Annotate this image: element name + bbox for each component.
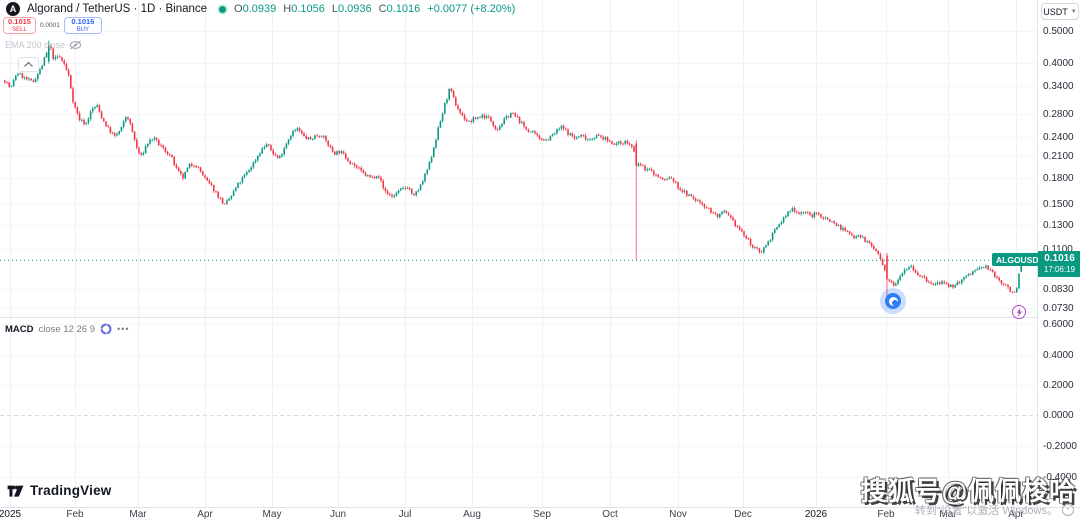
time-tick-label: Mar bbox=[129, 509, 147, 519]
blue-circle-marker-icon[interactable] bbox=[885, 293, 901, 309]
tradingview-logo-icon bbox=[7, 485, 24, 497]
time-tick-label: Feb bbox=[877, 509, 895, 519]
price-tick-label: 0.5000 bbox=[1043, 26, 1074, 37]
spread-value: 0.0001 bbox=[40, 22, 60, 29]
tradingview-logo-text: TradingView bbox=[30, 483, 112, 498]
price-tick-label: 0.0000 bbox=[1043, 410, 1074, 421]
last-price-box: 0.1016 17:06:19 bbox=[1038, 251, 1080, 277]
currency-label: USDT bbox=[1043, 6, 1068, 17]
price-tick-label: 0.2100 bbox=[1043, 151, 1074, 162]
sell-price: 0.1015 bbox=[8, 17, 31, 26]
price-tick-label: 0.0730 bbox=[1043, 303, 1074, 314]
ohlc-values: O0.0939 H0.1056 L0.0936 C0.1016 +0.0077 … bbox=[234, 3, 515, 15]
ema-label: EMA 200 close bbox=[5, 40, 66, 50]
time-tick-label: Sep bbox=[533, 509, 551, 519]
buy-button[interactable]: 0.1016 BUY bbox=[63, 17, 102, 34]
price-tick-label: 0.2800 bbox=[1043, 109, 1074, 120]
chart-pane[interactable]: A Algorand / TetherUS · 1D · Binance O0.… bbox=[0, 0, 1048, 507]
loading-spinner-icon bbox=[100, 323, 112, 335]
macd-params: close 12 26 9 bbox=[38, 323, 96, 335]
visibility-off-icon[interactable] bbox=[69, 40, 82, 50]
price-tick-label: -0.2000 bbox=[1043, 441, 1077, 452]
time-tick-label: Apr bbox=[1008, 509, 1024, 519]
time-tick-label: May bbox=[262, 509, 282, 519]
legend-collapse-button[interactable] bbox=[18, 57, 39, 72]
currency-dropdown[interactable]: USDT ▼ bbox=[1041, 3, 1079, 20]
macd-title: MACD bbox=[5, 323, 34, 335]
time-tick-label: Oct bbox=[602, 509, 618, 519]
price-tick-label: 0.1800 bbox=[1043, 173, 1074, 184]
sell-label: SELL bbox=[12, 27, 27, 33]
sohu-watermark: 搜狐号@佩佩梭哈 bbox=[860, 476, 1076, 506]
time-tick-label: Apr bbox=[197, 509, 213, 519]
time-tick-label: 2026 bbox=[804, 509, 828, 519]
ohlc-close: C0.1016 bbox=[378, 3, 421, 15]
price-tick-label: 0.0830 bbox=[1043, 284, 1074, 295]
last-price-value: 0.1016 bbox=[1044, 253, 1075, 264]
algorand-logo-icon: A bbox=[6, 2, 20, 16]
bar-countdown: 17:06:19 bbox=[1043, 265, 1076, 274]
ohlc-change: +0.0077 (+8.20%) bbox=[427, 3, 516, 15]
price-tick-label: 0.4000 bbox=[1043, 350, 1074, 361]
price-tick-label: 0.6000 bbox=[1043, 319, 1074, 330]
candlestick-chart[interactable] bbox=[0, 0, 1037, 507]
time-tick-label: Dec bbox=[734, 509, 752, 519]
price-scale[interactable]: USDT ▼ 0.1016 17:06:19 0.5000 0.4000 0.340… bbox=[1037, 0, 1080, 507]
time-tick-label: Aug bbox=[463, 509, 481, 519]
time-tick-label: Mar bbox=[939, 509, 957, 519]
trade-buttons: 0.1015 SELL 0.0001 0.1016 BUY bbox=[3, 17, 102, 34]
price-tick-label: 0.1500 bbox=[1043, 199, 1074, 210]
chevron-up-icon bbox=[24, 61, 33, 67]
windows-activation-label: 转到“设置”以激活 Windows。 bbox=[914, 505, 1058, 517]
tradingview-logo[interactable]: TradingView bbox=[7, 483, 111, 498]
buy-price: 0.1016 bbox=[71, 17, 95, 26]
buy-label: BUY bbox=[76, 27, 90, 33]
windows-activation-text: 转到“设置”以激活 Windows。 • bbox=[915, 502, 1074, 518]
ohlc-open: O0.0939 bbox=[234, 3, 277, 15]
price-tick-label: 0.4000 bbox=[1043, 58, 1074, 69]
time-tick-label: Feb bbox=[66, 509, 84, 519]
ohlc-high: H0.1056 bbox=[283, 3, 325, 15]
price-tick-label: 0.2000 bbox=[1043, 380, 1074, 391]
ohlc-low: L0.0936 bbox=[331, 3, 372, 15]
macd-indicator-legend[interactable]: MACD close 12 26 9 ••• bbox=[5, 323, 129, 335]
chevron-down-icon: ▼ bbox=[1070, 8, 1077, 15]
activation-info-icon: • bbox=[1062, 504, 1074, 516]
time-tick-label: 2025 bbox=[0, 509, 22, 519]
symbol-header: A Algorand / TetherUS · 1D · Binance O0.… bbox=[6, 2, 515, 16]
lightning-marker-icon[interactable] bbox=[1012, 305, 1026, 319]
time-scale[interactable]: 2025 Feb Mar Apr May Jun Jul Aug Sep Oct Nov Dec 202… bbox=[0, 507, 1080, 519]
time-tick-label: Nov bbox=[669, 509, 687, 519]
time-tick-label: Jun bbox=[329, 509, 347, 519]
price-tick-label: 0.3400 bbox=[1043, 81, 1074, 92]
price-tick-label: 0.1300 bbox=[1043, 220, 1074, 231]
price-tick-label: 0.1100 bbox=[1043, 244, 1073, 255]
time-tick-label: Jul bbox=[398, 509, 412, 519]
symbol-title[interactable]: Algorand / TetherUS · 1D · Binance bbox=[27, 3, 208, 15]
sell-button[interactable]: 0.1015 SELL bbox=[3, 17, 36, 34]
price-tick-label: -0.4000 bbox=[1043, 472, 1077, 483]
ema-indicator-legend[interactable]: EMA 200 close bbox=[5, 40, 82, 50]
last-price-symbol-badge: ALGOUSDT bbox=[992, 253, 1048, 266]
more-options-button[interactable]: ••• bbox=[117, 324, 130, 334]
price-tick-label: 0.2400 bbox=[1043, 132, 1074, 143]
market-status-dot[interactable] bbox=[219, 5, 227, 13]
